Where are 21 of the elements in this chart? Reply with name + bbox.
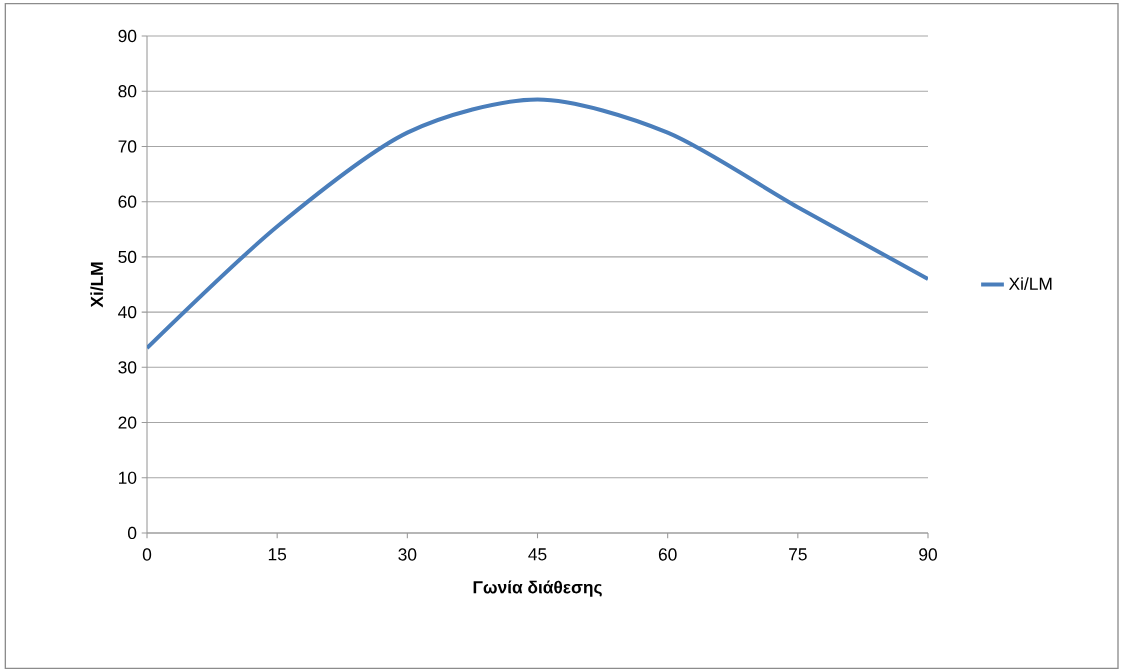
y-tick-label: 50 — [118, 250, 137, 264]
x-tick-label: 0 — [142, 548, 152, 561]
y-tick-label: 30 — [118, 361, 137, 374]
line-series — [147, 97, 928, 350]
y-tick-label: 90 — [118, 29, 137, 43]
y-tick-label: 10 — [119, 471, 137, 484]
y-tick-label: 80 — [118, 85, 137, 98]
y-tick-label: 0 — [127, 526, 137, 540]
y-tick-label: 40 — [118, 305, 137, 319]
x-tick-label: 75 — [789, 548, 807, 561]
x-tick-label: 60 — [658, 548, 677, 561]
x-axis-title: Γωνία διάθεσης — [473, 580, 602, 597]
x-tick-label: 30 — [398, 548, 417, 561]
x-tick-label: 90 — [919, 548, 937, 561]
x-tick-label: 15 — [268, 548, 287, 561]
x-tick-label: 45 — [528, 548, 547, 561]
y-tick-label: 70 — [118, 140, 137, 153]
y-tick-label: 60 — [118, 195, 137, 208]
y-tick-label: 20 — [118, 416, 137, 429]
y-axis-title: Xi/LM — [90, 262, 104, 308]
legend-label: Xi/LM — [1008, 277, 1052, 290]
